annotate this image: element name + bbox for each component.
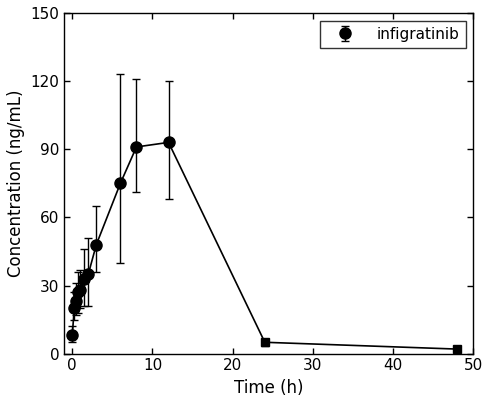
- Y-axis label: Concentration (ng/mL): Concentration (ng/mL): [7, 90, 25, 277]
- Legend: infigratinib: infigratinib: [320, 21, 466, 48]
- X-axis label: Time (h): Time (h): [234, 379, 304, 397]
